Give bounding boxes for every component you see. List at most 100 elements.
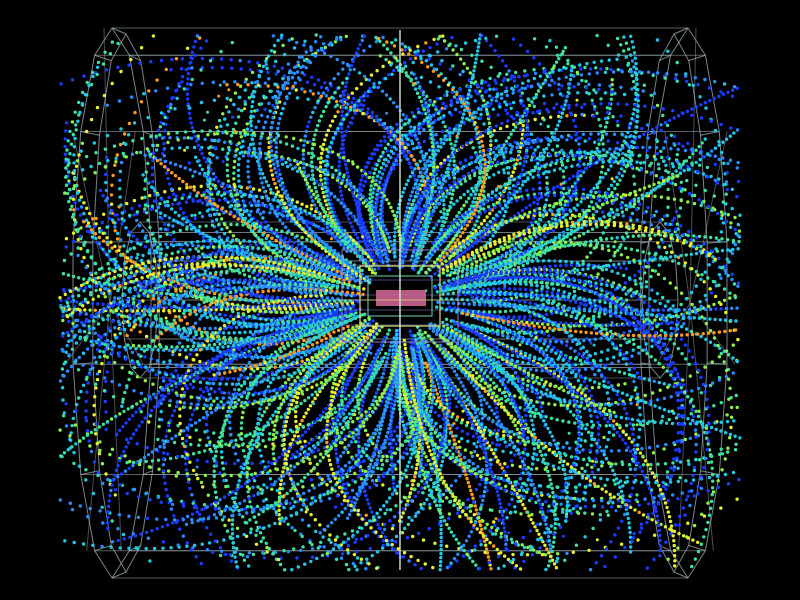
track-hit bbox=[97, 343, 102, 347]
track-hit bbox=[150, 166, 155, 170]
track-hit bbox=[378, 180, 382, 184]
track-hit bbox=[473, 548, 477, 552]
track-hit bbox=[327, 538, 331, 542]
track-hit bbox=[135, 546, 140, 551]
track-hit bbox=[464, 473, 468, 477]
track-hit bbox=[337, 160, 342, 164]
track-hit bbox=[219, 549, 224, 553]
track-hit bbox=[694, 435, 698, 439]
track-hit bbox=[633, 273, 637, 278]
track-hit bbox=[475, 445, 479, 449]
track-hit bbox=[475, 219, 479, 223]
track-hit bbox=[720, 213, 724, 217]
track-hit bbox=[200, 201, 205, 205]
track-hit bbox=[577, 234, 581, 238]
track-hit bbox=[443, 386, 447, 390]
track-hit bbox=[192, 145, 197, 150]
track-hit bbox=[92, 319, 96, 323]
track-hit bbox=[148, 193, 152, 198]
track-hit bbox=[343, 487, 348, 491]
track-hit bbox=[445, 544, 449, 548]
track-hit bbox=[448, 137, 452, 142]
track-hit bbox=[236, 107, 241, 112]
track-hit bbox=[153, 193, 157, 197]
track-hit bbox=[466, 355, 470, 360]
track-hit bbox=[63, 152, 67, 156]
track-hit bbox=[100, 544, 104, 549]
endcap-strut bbox=[707, 241, 728, 244]
track-hit bbox=[111, 173, 115, 178]
track-hit bbox=[679, 291, 684, 295]
track-hit bbox=[249, 375, 253, 379]
track-hit bbox=[304, 129, 308, 134]
track-hit bbox=[654, 342, 658, 347]
track-hit bbox=[314, 207, 319, 211]
track-hit bbox=[213, 326, 218, 331]
track-hit bbox=[597, 142, 601, 146]
track-hit bbox=[292, 547, 296, 551]
track-hit bbox=[256, 312, 260, 317]
track-hit bbox=[353, 111, 357, 116]
track-hit bbox=[495, 410, 499, 414]
track-hit bbox=[510, 540, 515, 545]
track-hit bbox=[384, 164, 388, 168]
track-hit bbox=[116, 231, 120, 236]
track-hit bbox=[530, 462, 535, 466]
track-hit bbox=[595, 33, 599, 38]
track-hit bbox=[507, 287, 512, 291]
track-hit bbox=[349, 347, 353, 351]
track-hit bbox=[522, 494, 527, 499]
track-hit bbox=[345, 213, 350, 217]
track-hit bbox=[113, 225, 117, 229]
track-hit bbox=[574, 489, 578, 494]
track-hit bbox=[454, 479, 458, 483]
track-hit bbox=[515, 359, 520, 364]
track-hit bbox=[601, 142, 605, 146]
track-hit bbox=[61, 314, 65, 318]
track-hit bbox=[522, 331, 526, 335]
track-hit bbox=[441, 120, 445, 124]
track-hit bbox=[478, 238, 482, 243]
track-hit bbox=[445, 269, 450, 273]
track-hit bbox=[133, 110, 137, 115]
track-hit bbox=[452, 438, 456, 442]
track-hit bbox=[449, 484, 453, 488]
track-hit bbox=[218, 553, 223, 558]
track-hit bbox=[738, 436, 742, 440]
track-hit bbox=[294, 410, 298, 414]
track-hit bbox=[666, 205, 670, 209]
track-hit bbox=[354, 232, 358, 236]
track-hit bbox=[628, 550, 633, 554]
track-hit bbox=[386, 159, 391, 164]
track-hit bbox=[735, 359, 739, 364]
track-hit bbox=[105, 68, 109, 72]
track-hit bbox=[690, 389, 694, 393]
track-hit bbox=[224, 105, 229, 109]
track-hit bbox=[580, 78, 584, 83]
track-hit bbox=[600, 165, 605, 169]
track-hit bbox=[617, 370, 622, 374]
track-hit bbox=[264, 541, 268, 545]
track-hit bbox=[352, 96, 356, 101]
track-hit bbox=[159, 120, 163, 125]
track-hit bbox=[411, 534, 415, 539]
track-hit bbox=[64, 236, 69, 241]
track-hit bbox=[377, 431, 382, 435]
track-hit bbox=[303, 134, 307, 138]
track-hit bbox=[245, 475, 249, 479]
track-hit bbox=[190, 262, 194, 266]
track-hit bbox=[479, 342, 483, 346]
track-hit bbox=[122, 132, 127, 136]
track-hit bbox=[656, 272, 661, 276]
track-hit bbox=[449, 325, 454, 329]
track-hit bbox=[553, 526, 557, 530]
track-hit bbox=[469, 94, 473, 99]
track-hit bbox=[729, 425, 733, 430]
endcap-strut bbox=[640, 241, 650, 244]
track-hit bbox=[307, 120, 311, 124]
track-hit bbox=[730, 94, 735, 98]
track-hit bbox=[155, 78, 159, 82]
track-hit bbox=[407, 559, 411, 563]
track-hit bbox=[580, 169, 584, 173]
track-hit bbox=[272, 50, 277, 54]
